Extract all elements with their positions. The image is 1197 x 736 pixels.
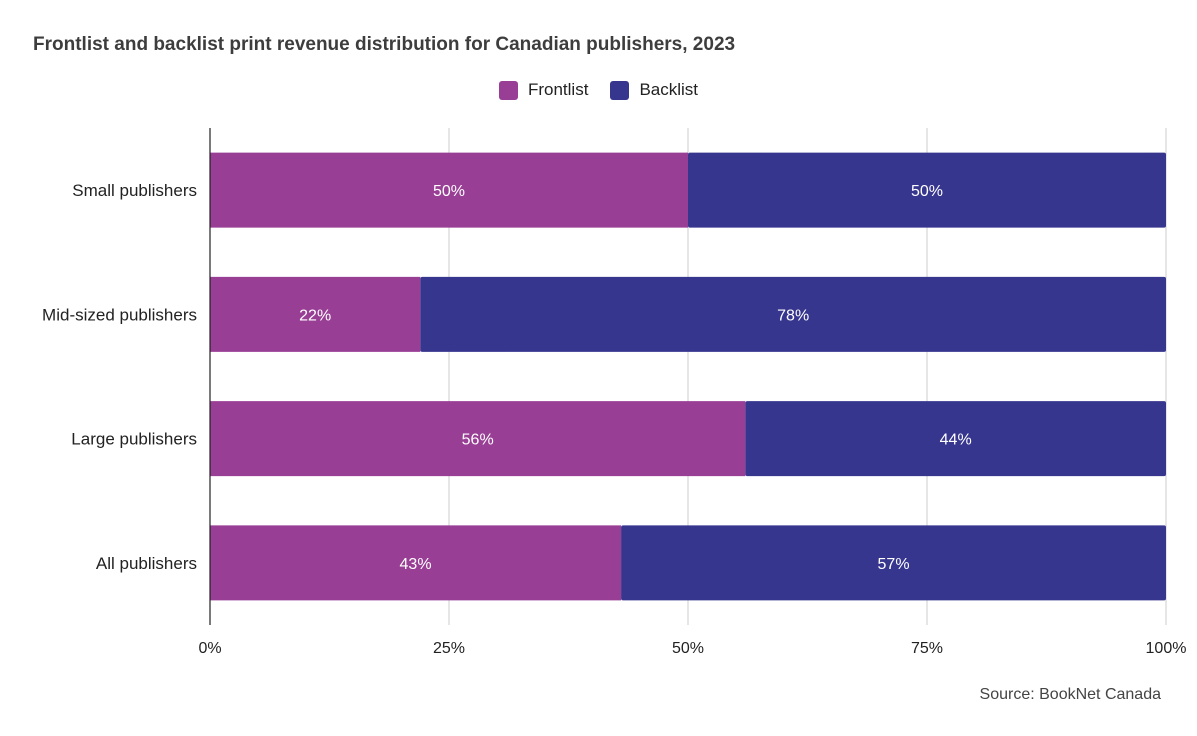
legend-label-backlist: Backlist xyxy=(639,80,699,99)
x-tick-label: 0% xyxy=(198,640,221,657)
category-label: Small publishers xyxy=(72,181,197,200)
data-label: 56% xyxy=(462,432,494,449)
legend-item-backlist: Backlist xyxy=(610,80,698,100)
bar-backlist xyxy=(745,401,1166,477)
data-label: 43% xyxy=(400,556,432,573)
data-label: 50% xyxy=(433,183,465,200)
x-tick-label: 25% xyxy=(433,640,465,657)
x-tick-label: 100% xyxy=(1146,640,1187,657)
category-label: Mid-sized publishers xyxy=(42,305,197,324)
chart-legend: Frontlist Backlist xyxy=(0,80,1197,100)
legend-label-frontlist: Frontlist xyxy=(527,80,589,99)
bar-frontlist xyxy=(210,525,622,601)
legend-swatch-backlist xyxy=(610,80,630,100)
legend-swatch-frontlist xyxy=(498,80,518,100)
bar-backlist xyxy=(420,276,1166,352)
legend-item-frontlist: Frontlist xyxy=(498,80,589,100)
source-note: Source: BookNet Canada xyxy=(979,686,1161,703)
x-tick-label: 75% xyxy=(911,640,943,657)
category-label: Large publishers xyxy=(71,430,197,449)
category-label: All publishers xyxy=(96,554,197,573)
chart-title: Frontlist and backlist print revenue dis… xyxy=(33,34,736,55)
data-label: 57% xyxy=(878,556,910,573)
bar-frontlist xyxy=(210,152,688,228)
bar-backlist xyxy=(621,525,1166,601)
bar-frontlist xyxy=(210,276,421,352)
data-label: 50% xyxy=(911,183,943,200)
x-tick-label: 50% xyxy=(672,640,704,657)
data-label: 22% xyxy=(299,307,331,324)
data-label: 78% xyxy=(777,307,809,324)
bar-frontlist xyxy=(210,401,746,477)
data-label: 44% xyxy=(940,432,972,449)
bar-backlist xyxy=(688,152,1166,228)
